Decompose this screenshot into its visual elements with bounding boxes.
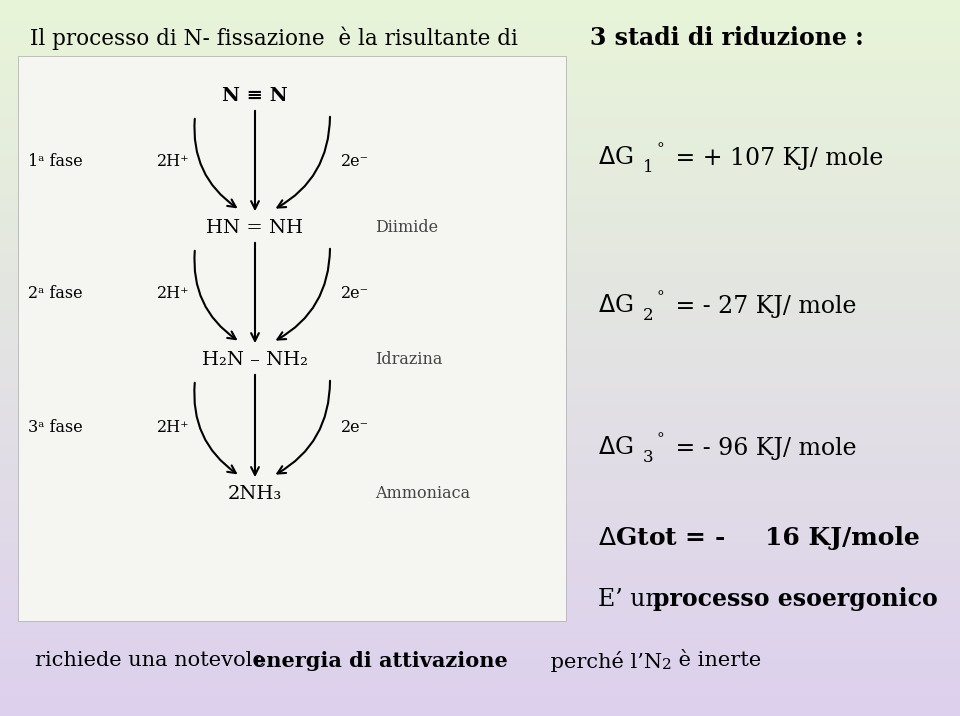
Text: 3: 3: [643, 448, 654, 465]
Text: = - 96 KJ/ mole: = - 96 KJ/ mole: [668, 437, 856, 460]
Text: 2: 2: [643, 306, 654, 324]
FancyBboxPatch shape: [18, 56, 566, 621]
Text: °: °: [657, 290, 664, 304]
Text: E’ un: E’ un: [598, 588, 668, 611]
Text: richiede una notevole: richiede una notevole: [35, 652, 272, 670]
Text: 1ᵃ fase: 1ᵃ fase: [28, 153, 83, 170]
Text: $\Delta$Gtot = -: $\Delta$Gtot = -: [598, 526, 727, 550]
Text: H₂N – NH₂: H₂N – NH₂: [202, 351, 308, 369]
Text: Diimide: Diimide: [375, 220, 438, 236]
Text: 2: 2: [662, 658, 672, 672]
Text: Il processo di N- fissazione  è la risultante di: Il processo di N- fissazione è la risult…: [30, 26, 517, 49]
Text: Idrazina: Idrazina: [375, 352, 443, 369]
Text: 1: 1: [643, 158, 654, 175]
Text: 2e⁻: 2e⁻: [341, 418, 369, 435]
Text: 2e⁻: 2e⁻: [341, 153, 369, 170]
Text: $\Delta$G: $\Delta$G: [598, 147, 634, 170]
Text: 2H⁺: 2H⁺: [156, 286, 189, 302]
Text: HN = NH: HN = NH: [206, 219, 303, 237]
Text: perché l’N: perché l’N: [544, 651, 662, 672]
Text: 3ᵃ fase: 3ᵃ fase: [28, 418, 83, 435]
Text: °: °: [657, 142, 664, 156]
Text: 3 stadi di riduzione :: 3 stadi di riduzione :: [590, 26, 864, 50]
Text: 2H⁺: 2H⁺: [156, 418, 189, 435]
Text: = - 27 KJ/ mole: = - 27 KJ/ mole: [668, 294, 856, 317]
Text: Ammoniaca: Ammoniaca: [375, 485, 470, 503]
Text: = + 107 KJ/ mole: = + 107 KJ/ mole: [668, 147, 883, 170]
Text: $\Delta$G: $\Delta$G: [598, 294, 634, 317]
Text: N ≡ N: N ≡ N: [222, 87, 288, 105]
Text: 2NH₃: 2NH₃: [228, 485, 282, 503]
Text: energia di attivazione: energia di attivazione: [253, 651, 508, 671]
Text: 2H⁺: 2H⁺: [156, 153, 189, 170]
Text: $\Delta$G: $\Delta$G: [598, 437, 634, 460]
Text: è inerte: è inerte: [672, 652, 761, 670]
Text: processo esoergonico: processo esoergonico: [653, 587, 938, 611]
Text: °: °: [657, 432, 664, 446]
Text: 2ᵃ fase: 2ᵃ fase: [28, 286, 83, 302]
Text: 16 KJ/mole: 16 KJ/mole: [765, 526, 920, 550]
Text: 2e⁻: 2e⁻: [341, 286, 369, 302]
